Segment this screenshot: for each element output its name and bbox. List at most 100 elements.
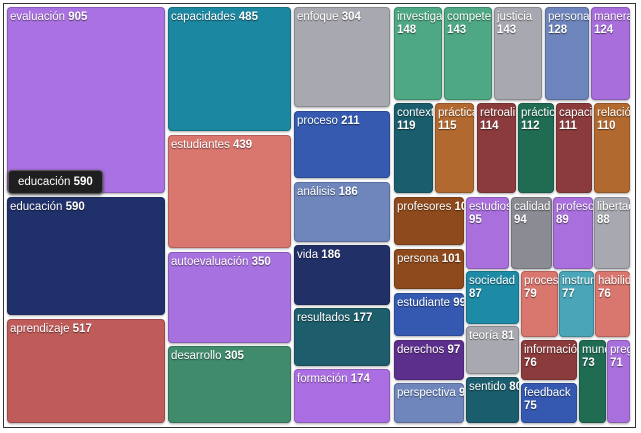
treemap-cell[interactable]: competencias143 — [444, 7, 492, 100]
cell-value: 87 — [469, 288, 482, 300]
cell-name: justicia — [497, 11, 533, 23]
cell-name: derechos — [397, 344, 448, 356]
treemap-cell[interactable]: estudios 95 — [466, 197, 509, 269]
treemap-cell[interactable]: formación 174 — [294, 369, 390, 423]
cell-value: 124 — [594, 24, 614, 36]
treemap-cell[interactable]: autoevaluación 350 — [168, 252, 291, 343]
cell-label: mundo73 — [582, 344, 606, 370]
cell-label: vida 186 — [297, 249, 389, 262]
treemap-cell[interactable]: instrumentos77 — [559, 271, 594, 337]
treemap-cell[interactable]: mundo73 — [579, 340, 606, 423]
cell-name: capacidad — [559, 107, 592, 119]
cell-value: 211 — [341, 115, 360, 127]
cell-value: 73 — [582, 357, 595, 369]
treemap-cell[interactable]: proceso 211 — [294, 111, 390, 178]
treemap-cell[interactable]: sociedad 87 — [466, 271, 519, 324]
cell-name: habilidades — [598, 275, 630, 287]
cell-value: 143 — [447, 24, 467, 36]
treemap-cell[interactable]: prácticas115 — [435, 103, 474, 193]
cell-value: 101 — [441, 253, 461, 265]
cell-label: calidad 94 — [514, 201, 551, 227]
cell-label: investigación148 — [397, 11, 442, 37]
treemap-cell[interactable]: aprendizaje 517 — [7, 319, 165, 423]
cell-value: 81 — [501, 330, 515, 342]
treemap-cell[interactable]: educación 590 — [7, 197, 165, 315]
cell-value: 350 — [251, 256, 271, 268]
treemap-cell[interactable]: capacidades 485 — [168, 7, 291, 131]
cell-name: instrumentos — [562, 275, 594, 287]
tooltip-value: 590 — [73, 176, 93, 188]
treemap-cell[interactable]: resultados 177 — [294, 308, 390, 366]
treemap-cell[interactable]: habilidades76 — [595, 271, 630, 337]
cell-name: proceso — [297, 115, 342, 127]
treemap-cell[interactable]: estudiantes 439 — [168, 135, 291, 248]
cell-label: preguntas71 — [610, 344, 630, 370]
treemap-cell[interactable]: feedback 75 — [521, 383, 577, 423]
cell-label: procesos79 — [524, 275, 558, 301]
cell-name: profesores — [397, 201, 455, 213]
cell-value: 94 — [514, 214, 527, 226]
cell-value: 95 — [469, 214, 482, 226]
cell-value: 177 — [353, 312, 373, 324]
treemap-cell[interactable]: persona 101 — [394, 249, 464, 289]
cell-name: teoría — [469, 330, 502, 342]
cell-value: 88 — [597, 214, 610, 226]
treemap-cell[interactable]: relación110 — [594, 103, 630, 193]
treemap-cell[interactable]: calidad 94 — [511, 197, 552, 269]
cell-name: autoevaluación — [171, 256, 252, 268]
cell-label: instrumentos77 — [562, 275, 594, 301]
cell-name: profesor — [556, 201, 593, 213]
cell-value: 148 — [397, 24, 417, 36]
treemap-cell[interactable]: información76 — [521, 340, 577, 380]
cell-name: evaluación — [10, 11, 69, 23]
treemap-cell[interactable]: derechos 97 — [394, 340, 464, 380]
cell-label: evaluación 905 — [10, 11, 164, 24]
treemap-cell[interactable]: justicia 143 — [494, 7, 542, 100]
treemap-cell[interactable]: teoría 81 — [466, 326, 519, 374]
cell-name: preguntas — [610, 344, 630, 356]
treemap-cell[interactable]: preguntas71 — [607, 340, 630, 423]
treemap-cell[interactable]: sentido 80 — [466, 377, 519, 423]
cell-label: sociedad 87 — [469, 275, 518, 301]
cell-name: vida — [297, 249, 322, 261]
cell-name: perspectiva — [397, 387, 460, 399]
treemap-cell[interactable]: profesores 109 — [394, 197, 464, 245]
cell-label: retroalimentación114 — [480, 107, 516, 133]
cell-name: enfoque — [297, 11, 342, 23]
treemap-cell[interactable]: manera 124 — [591, 7, 630, 100]
treemap-cell[interactable]: libertad88 — [594, 197, 630, 269]
cell-label: estudiantes 439 — [171, 139, 290, 152]
treemap-cell[interactable]: estudiante 99 — [394, 293, 464, 336]
cell-label: estudios 95 — [469, 201, 509, 227]
cell-label: autoevaluación 350 — [171, 256, 290, 269]
cell-label: justicia 143 — [497, 11, 541, 37]
treemap-cell[interactable]: capacidad111 — [556, 103, 592, 193]
cell-name: competencias — [447, 11, 492, 23]
cell-value: 71 — [610, 357, 623, 369]
cell-label: formación 174 — [297, 373, 389, 386]
treemap-cell[interactable]: personas128 — [545, 7, 589, 100]
treemap-cell[interactable]: enfoque 304 — [294, 7, 390, 107]
cell-value: 186 — [321, 249, 341, 261]
cell-name: análisis — [297, 186, 339, 198]
treemap-cell[interactable]: práctica112 — [518, 103, 554, 193]
treemap-cell[interactable]: contexto119 — [394, 103, 433, 193]
treemap-cell[interactable]: perspectiva 97 — [394, 383, 464, 423]
cell-value: 905 — [68, 11, 88, 23]
cell-name: práctica — [521, 107, 554, 119]
treemap-cell[interactable]: desarrollo 305 — [168, 346, 291, 423]
cell-label: educación 590 — [10, 201, 164, 214]
treemap-cell[interactable]: profesor89 — [553, 197, 593, 269]
treemap-cell[interactable]: análisis 186 — [294, 182, 390, 242]
treemap-cell[interactable]: procesos79 — [521, 271, 558, 337]
treemap-cell[interactable]: investigación148 — [394, 7, 442, 100]
cell-value: 115 — [438, 120, 457, 132]
cell-name: prácticas — [438, 107, 474, 119]
treemap-cell[interactable]: retroalimentación114 — [477, 103, 516, 193]
cell-label: análisis 186 — [297, 186, 389, 199]
cell-name: personas — [548, 11, 589, 23]
cell-value: 76 — [524, 357, 537, 369]
treemap-cell[interactable]: vida 186 — [294, 245, 390, 305]
treemap-cell[interactable]: evaluación 905 — [7, 7, 165, 193]
